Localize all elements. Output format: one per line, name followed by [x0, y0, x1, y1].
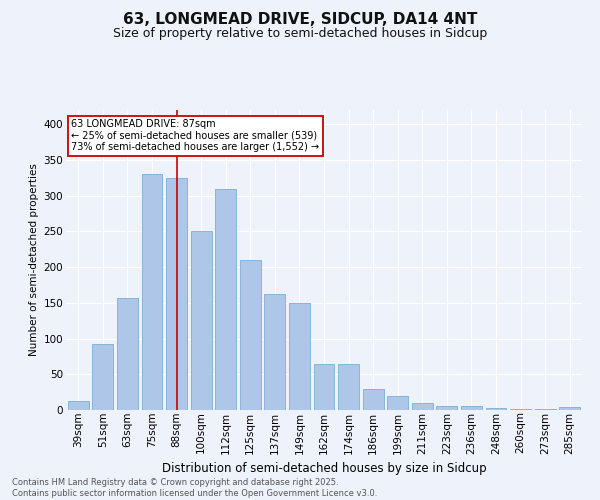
Bar — [510, 408, 531, 410]
Bar — [68, 400, 89, 410]
Bar — [92, 344, 113, 410]
Bar — [412, 403, 433, 410]
Bar — [535, 408, 556, 410]
Bar — [387, 396, 408, 410]
Bar — [436, 406, 457, 410]
Bar — [314, 364, 334, 410]
Bar — [191, 232, 212, 410]
Bar — [485, 408, 506, 410]
Y-axis label: Number of semi-detached properties: Number of semi-detached properties — [29, 164, 40, 356]
X-axis label: Distribution of semi-detached houses by size in Sidcup: Distribution of semi-detached houses by … — [161, 462, 487, 475]
Text: Contains HM Land Registry data © Crown copyright and database right 2025.
Contai: Contains HM Land Registry data © Crown c… — [12, 478, 377, 498]
Bar — [166, 178, 187, 410]
Bar — [265, 294, 286, 410]
Bar — [289, 303, 310, 410]
Bar — [362, 388, 383, 410]
Bar — [117, 298, 138, 410]
Bar — [461, 406, 482, 410]
Text: Size of property relative to semi-detached houses in Sidcup: Size of property relative to semi-detach… — [113, 28, 487, 40]
Bar — [240, 260, 261, 410]
Bar — [559, 407, 580, 410]
Text: 63, LONGMEAD DRIVE, SIDCUP, DA14 4NT: 63, LONGMEAD DRIVE, SIDCUP, DA14 4NT — [123, 12, 477, 28]
Bar — [338, 364, 359, 410]
Bar — [142, 174, 163, 410]
Text: 63 LONGMEAD DRIVE: 87sqm
← 25% of semi-detached houses are smaller (539)
73% of : 63 LONGMEAD DRIVE: 87sqm ← 25% of semi-d… — [71, 119, 319, 152]
Bar — [215, 188, 236, 410]
